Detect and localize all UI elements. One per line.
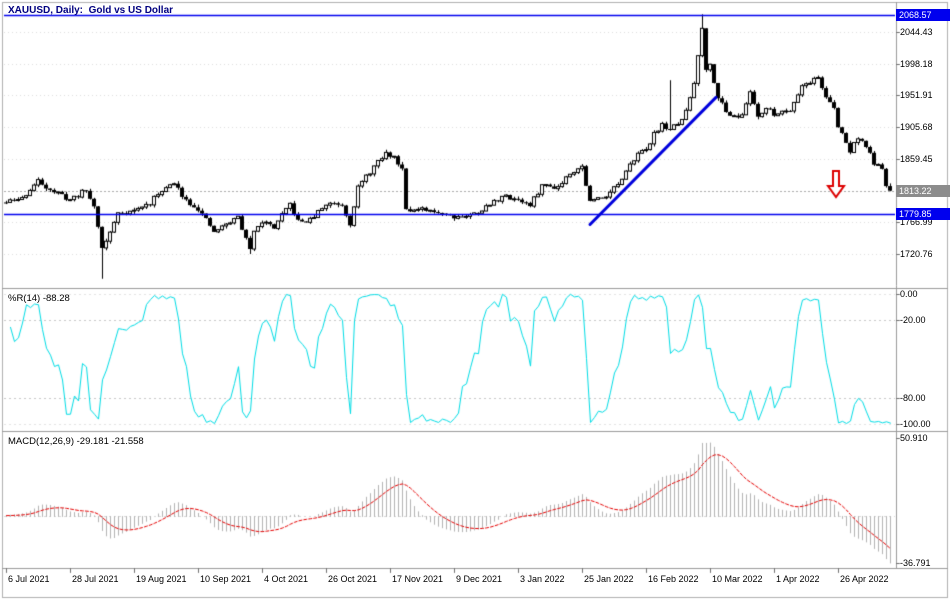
date-axis-label: 3 Jan 2022 (520, 574, 565, 584)
date-axis-label: 26 Oct 2021 (328, 574, 378, 584)
wpr-axis-label: -80.00 (900, 393, 926, 403)
price-axis-label: 1859.45 (900, 154, 933, 164)
date-axis-label: 6 Jul 2021 (8, 574, 50, 584)
date-axis-label: 4 Oct 2021 (264, 574, 309, 584)
macd-axis-min-label: -36.791 (900, 558, 931, 568)
price-axis-label: 1766.99 (900, 217, 933, 227)
wpr-axis-label: 0.00 (900, 289, 918, 299)
resistance-price-tag: 2068.57 (896, 9, 950, 21)
price-axis[interactable]: 2044.43 1998.18 1951.91 1905.68 1859.45 1766.… (896, 0, 950, 568)
date-axis-label: 25 Jan 2022 (584, 574, 634, 584)
wpr-indicator-label: %R(14) -88.28 (8, 293, 70, 304)
date-axis-label: 16 Feb 2022 (648, 574, 699, 584)
price-axis-label: 1905.68 (900, 122, 933, 132)
macd-axis-max-label: 50.910 (900, 433, 928, 443)
support-price-tag: 1779.85 (896, 208, 950, 220)
price-axis-label: 1720.76 (900, 249, 933, 259)
price-axis-label: 1998.18 (900, 59, 933, 69)
date-axis-label: 9 Dec 2021 (456, 574, 503, 584)
date-axis-label: 28 Jul 2021 (72, 574, 119, 584)
price-axis-label: 2044.43 (900, 27, 933, 37)
date-axis-label: 17 Nov 2021 (392, 574, 444, 584)
current-price-tag: 1813.22 (896, 185, 950, 197)
date-axis-label: 19 Aug 2021 (136, 574, 187, 584)
date-axis[interactable]: 6 Jul 2021 28 Jul 2021 19 Aug 2021 10 Sep 2… (0, 568, 950, 600)
wpr-axis-label: -100.00 (900, 419, 931, 429)
date-axis-label: 26 Apr 2022 (840, 574, 889, 584)
macd-indicator-label: MACD(12,26,9) -29.181 -21.558 (8, 436, 144, 447)
wpr-axis-label: -20.00 (900, 315, 926, 325)
price-axis-label: 1951.91 (900, 90, 933, 100)
chart-title: XAUUSD, Daily: Gold vs US Dollar (8, 5, 174, 16)
date-axis-label: 10 Mar 2022 (712, 574, 763, 584)
date-axis-label: 10 Sep 2021 (200, 574, 252, 584)
date-axis-label: 1 Apr 2022 (776, 574, 820, 584)
